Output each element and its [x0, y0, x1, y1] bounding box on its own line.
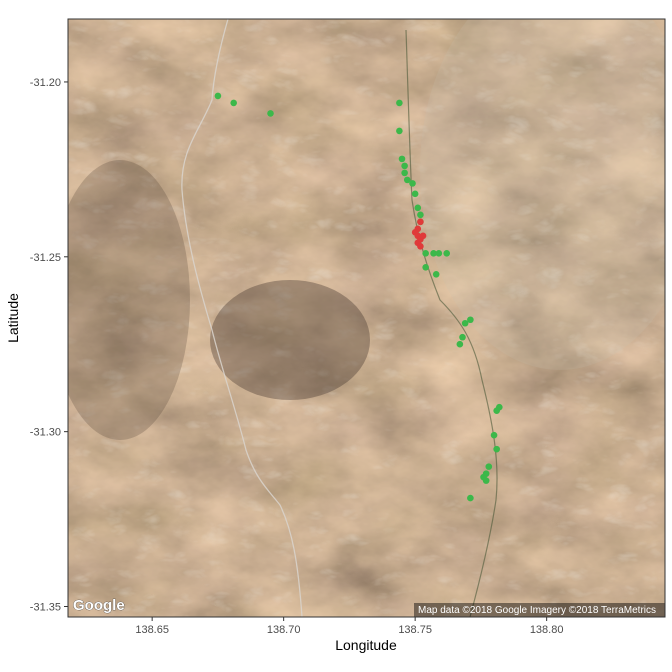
- y-tick-label: -31.20: [30, 77, 61, 89]
- satellite-basemap: [68, 19, 665, 617]
- green-point-1: [230, 99, 237, 107]
- points-layer: [214, 92, 503, 502]
- green-point-0: [214, 92, 222, 100]
- creek-line: [405, 29, 498, 617]
- x-tick-label: 138.70: [267, 624, 301, 636]
- x-axis: 138.65 138.70 138.75 138.80: [135, 617, 563, 636]
- x-tick-label: 138.80: [530, 624, 564, 636]
- plot-panel-border: [67, 18, 666, 618]
- green-point-27: [493, 445, 500, 453]
- attribution-background: [414, 603, 665, 617]
- y-tick-label: -31.30: [30, 427, 61, 439]
- green-point-6: [401, 162, 408, 170]
- red-point-6: [417, 243, 424, 250]
- y-axis-title: Latitude: [5, 293, 21, 343]
- red-point-0: [417, 218, 424, 226]
- map-attribution: Map data ©2018 Google Imagery ©2018 Terr…: [418, 605, 656, 616]
- green-point-5: [398, 155, 406, 163]
- x-axis-title: Longitude: [335, 637, 397, 653]
- green-point-10: [411, 190, 419, 198]
- green-point-25: [493, 407, 500, 414]
- y-axis: -31.20 -31.25 -31.30 -31.35: [30, 77, 68, 614]
- green-point-16: [435, 250, 443, 257]
- green-point-21: [461, 319, 469, 327]
- red-point-7: [419, 232, 427, 240]
- green-point-8: [403, 176, 411, 184]
- green-point-15: [430, 250, 437, 257]
- green-point-23: [456, 340, 464, 348]
- y-tick-label: -31.35: [30, 602, 61, 614]
- green-point-31: [482, 477, 490, 484]
- green-point-4: [396, 127, 403, 135]
- green-point-32: [467, 494, 474, 502]
- green-point-22: [459, 333, 466, 341]
- road-line: [181, 19, 303, 617]
- green-point-7: [401, 169, 408, 177]
- green-point-11: [414, 204, 422, 212]
- green-point-17: [422, 263, 429, 271]
- green-point-9: [409, 180, 416, 187]
- green-point-26: [490, 431, 498, 439]
- green-point-28: [485, 463, 493, 470]
- green-point-20: [467, 316, 474, 324]
- x-tick-label: 138.65: [135, 624, 169, 636]
- x-tick-label: 138.75: [398, 624, 432, 636]
- green-point-3: [396, 99, 403, 107]
- green-point-19: [443, 250, 451, 257]
- y-tick-label: -31.25: [30, 252, 61, 264]
- google-logo: Google: [73, 597, 125, 614]
- green-point-2: [267, 110, 274, 117]
- green-point-12: [417, 211, 424, 219]
- green-point-18: [432, 270, 440, 278]
- green-point-14: [422, 250, 429, 257]
